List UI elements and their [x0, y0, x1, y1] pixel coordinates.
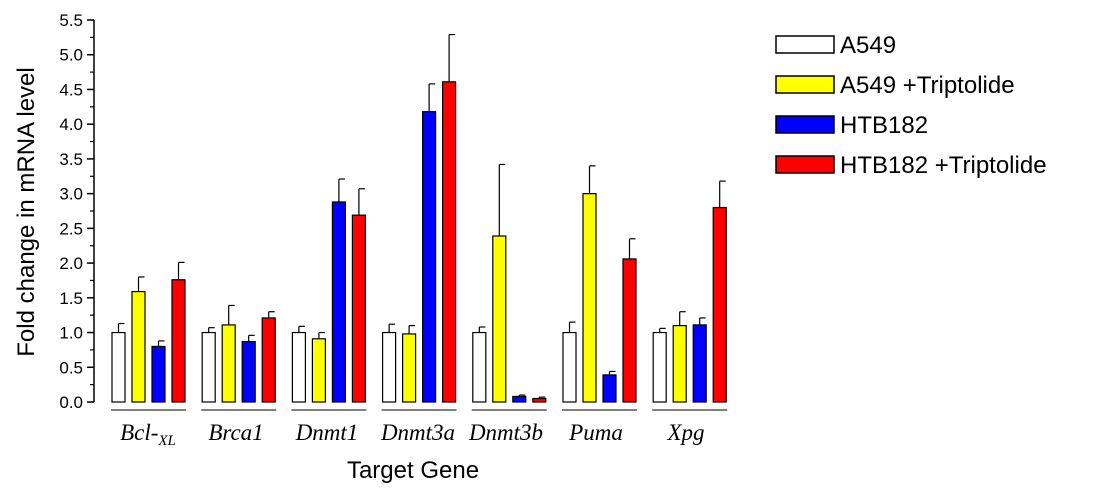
x-tick-label: Brca1 — [208, 420, 263, 445]
bar — [532, 397, 547, 403]
bar — [602, 374, 617, 403]
y-tick-label: 0.5 — [59, 358, 83, 377]
y-tick-label: 5.0 — [59, 46, 83, 65]
x-tick-label: Puma — [568, 420, 623, 445]
legend-label: A549 — [840, 32, 896, 59]
bars — [111, 33, 727, 403]
bar — [512, 395, 527, 403]
y-tick-label: 5.5 — [59, 11, 83, 30]
y-tick-label: 0.0 — [59, 393, 83, 412]
x-tick-label: Xpg — [666, 420, 704, 445]
x-tick-label: Bcl-XL — [120, 420, 176, 449]
legend-swatch — [775, 155, 835, 174]
bar — [422, 111, 437, 403]
bar — [291, 331, 306, 403]
bar — [311, 338, 326, 403]
bar — [111, 331, 126, 403]
x-tick-label: Dnmt1 — [295, 420, 359, 445]
bar — [652, 331, 667, 403]
legend-label: A549 +Triptolide — [840, 72, 1015, 99]
y-tick-label: 1.0 — [59, 324, 83, 343]
bar — [582, 193, 597, 403]
legend-swatch — [775, 75, 835, 94]
x-axis-groups: Bcl-XL Brca1 Dnmt1 Dnmt3a Dnmt3b Puma Xpg — [111, 409, 728, 449]
bar — [672, 325, 687, 403]
y-tick-label: 3.5 — [59, 150, 83, 169]
y-tick-label: 3.0 — [59, 185, 83, 204]
bar — [382, 331, 397, 403]
bar — [201, 331, 216, 403]
bar — [261, 317, 276, 403]
y-axis-label: Fold change in mRNA level — [13, 67, 40, 356]
legend-label: HTB182 — [840, 112, 928, 139]
bar — [692, 324, 707, 403]
y-tick-label: 2.5 — [59, 219, 83, 238]
bar — [442, 81, 457, 403]
y-tick-label: 2.0 — [59, 254, 83, 273]
bar — [492, 235, 507, 403]
y-tick-label: 4.5 — [59, 80, 83, 99]
x-axis-label: Target Gene — [347, 457, 479, 484]
y-tick-label: 1.5 — [59, 289, 83, 308]
bar — [402, 333, 417, 403]
bar — [241, 340, 256, 403]
bar — [221, 324, 236, 403]
bar — [472, 331, 487, 403]
legend-label: HTB182 +Triptolide — [840, 152, 1047, 179]
bar — [151, 345, 166, 403]
x-tick-label: Dnmt3a — [380, 420, 455, 445]
legend-swatch — [775, 115, 835, 134]
bar — [131, 290, 146, 403]
bar — [562, 331, 577, 403]
y-tick-label: 4.0 — [59, 115, 83, 134]
bar — [622, 258, 637, 403]
bar — [331, 201, 346, 403]
legend: A549 A549 +Triptolide HTB182 HTB182 +Tripto… — [775, 32, 1047, 179]
bar — [171, 279, 186, 403]
bar — [712, 206, 727, 403]
y-axis: 0.0 0.5 1.0 1.5 2.0 2.5 3.0 3.5 4.0 4.5 5.0 5.5 — [59, 11, 95, 412]
bar — [351, 214, 366, 403]
x-tick-label: Dnmt3b — [468, 420, 543, 445]
legend-swatch — [775, 35, 835, 54]
